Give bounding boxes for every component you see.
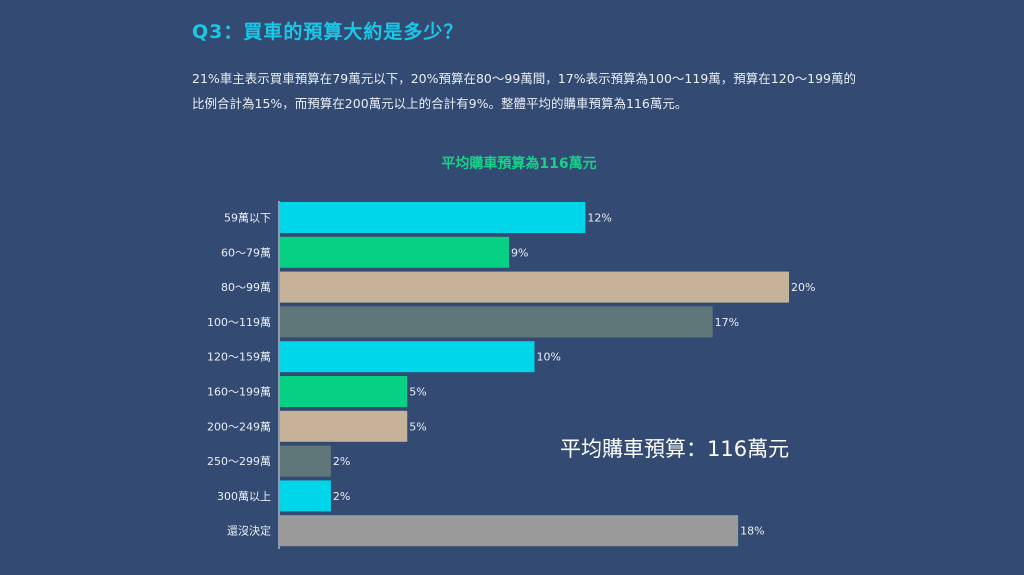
bar bbox=[280, 515, 739, 547]
question-title: Q3：買車的預算大約是多少？ bbox=[192, 21, 464, 43]
bar bbox=[280, 236, 510, 268]
bar bbox=[280, 480, 331, 512]
bar bbox=[280, 271, 789, 303]
value-label: 17% bbox=[715, 316, 739, 329]
value-label: 5% bbox=[409, 420, 426, 433]
category-label: 160～199萬 bbox=[207, 386, 271, 399]
value-label: 20% bbox=[791, 281, 815, 294]
category-label: 60～79萬 bbox=[221, 246, 271, 259]
category-label: 100～119萬 bbox=[207, 316, 271, 329]
category-label: 120～159萬 bbox=[207, 351, 271, 364]
average-budget-callout: 平均購車預算：116萬元 bbox=[560, 437, 790, 461]
value-label: 2% bbox=[333, 455, 350, 468]
value-label: 10% bbox=[537, 351, 561, 364]
category-label: 200～249萬 bbox=[207, 420, 271, 433]
bar bbox=[280, 410, 408, 442]
value-label: 18% bbox=[740, 525, 764, 538]
chart-title: 平均購車預算為116萬元 bbox=[441, 156, 597, 172]
category-label: 還沒決定 bbox=[227, 524, 271, 538]
intro-paragraph: 21%車主表示買車預算在79萬元以下，20%預算在80～99萬間，17%表示預算… bbox=[192, 71, 857, 111]
category-label: 250～299萬 bbox=[207, 455, 271, 468]
category-label: 80～99萬 bbox=[221, 281, 271, 294]
bar bbox=[280, 341, 535, 373]
value-label: 9% bbox=[511, 246, 528, 259]
value-label: 5% bbox=[409, 386, 426, 399]
category-label: 300萬以上 bbox=[217, 490, 271, 503]
bar bbox=[280, 376, 408, 407]
value-label: 12% bbox=[587, 212, 611, 225]
category-label: 59萬以下 bbox=[224, 212, 271, 225]
bar bbox=[280, 306, 713, 338]
value-label: 2% bbox=[333, 490, 350, 503]
bar bbox=[280, 445, 331, 477]
bar bbox=[280, 202, 586, 233]
